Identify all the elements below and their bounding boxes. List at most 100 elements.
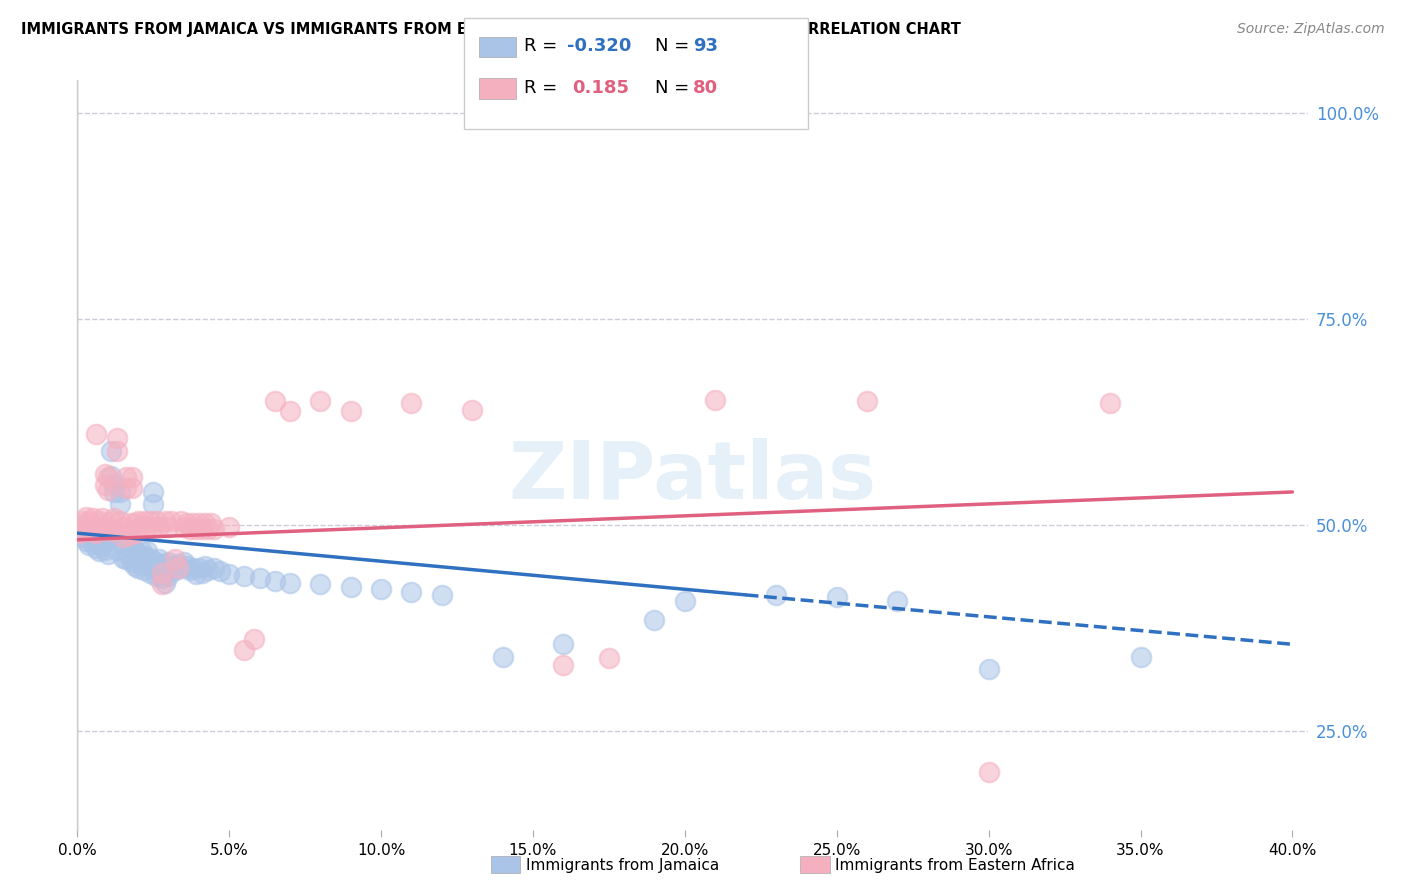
Point bbox=[105, 542, 128, 557]
Point bbox=[79, 524, 101, 539]
Point bbox=[79, 528, 101, 542]
Point bbox=[765, 588, 787, 602]
Point bbox=[209, 564, 232, 578]
Point bbox=[84, 427, 107, 442]
Point bbox=[129, 558, 152, 572]
Point bbox=[87, 524, 110, 539]
Text: R =: R = bbox=[524, 79, 569, 97]
Point bbox=[598, 651, 620, 665]
Point bbox=[136, 519, 159, 533]
Point bbox=[127, 547, 149, 561]
Point bbox=[169, 514, 191, 528]
Point bbox=[97, 483, 120, 498]
Point bbox=[124, 544, 146, 558]
Point bbox=[103, 522, 125, 536]
Point bbox=[233, 569, 256, 583]
Point bbox=[82, 524, 104, 539]
Point bbox=[134, 514, 156, 528]
Text: N =: N = bbox=[655, 79, 695, 97]
Point bbox=[176, 516, 198, 531]
Point bbox=[100, 524, 122, 539]
Point bbox=[90, 511, 112, 525]
Point bbox=[163, 552, 186, 566]
Point bbox=[856, 394, 879, 409]
Point bbox=[142, 519, 165, 533]
Point bbox=[103, 511, 125, 525]
Point bbox=[339, 580, 361, 594]
Point bbox=[160, 514, 183, 528]
Point bbox=[108, 497, 131, 511]
Point bbox=[87, 531, 110, 545]
Point bbox=[136, 544, 159, 558]
Point bbox=[90, 522, 112, 536]
Point bbox=[886, 593, 908, 607]
Point bbox=[111, 519, 134, 533]
Point bbox=[139, 550, 162, 565]
Point bbox=[84, 519, 107, 533]
Point bbox=[202, 560, 225, 574]
Point bbox=[187, 516, 209, 531]
Text: R =: R = bbox=[524, 37, 564, 55]
Point bbox=[218, 519, 240, 533]
Point bbox=[115, 470, 138, 484]
Point bbox=[97, 470, 120, 484]
Point bbox=[278, 404, 301, 418]
Text: 80: 80 bbox=[693, 79, 718, 97]
Point bbox=[197, 563, 219, 577]
Point bbox=[1129, 649, 1152, 664]
Point bbox=[105, 528, 128, 542]
Point bbox=[105, 432, 128, 446]
Point bbox=[200, 516, 222, 531]
Point bbox=[249, 571, 271, 585]
Text: Source: ZipAtlas.com: Source: ZipAtlas.com bbox=[1237, 22, 1385, 37]
Point bbox=[72, 530, 94, 544]
Point bbox=[84, 526, 107, 541]
Point bbox=[401, 396, 423, 410]
Point bbox=[157, 519, 180, 533]
Text: 93: 93 bbox=[693, 37, 718, 55]
Point bbox=[278, 575, 301, 590]
Point bbox=[977, 662, 1000, 676]
Point bbox=[155, 560, 177, 574]
Point bbox=[118, 528, 141, 542]
Point bbox=[72, 524, 94, 539]
Point bbox=[430, 588, 453, 602]
Point bbox=[84, 529, 107, 543]
Point bbox=[115, 539, 138, 553]
Point bbox=[309, 394, 332, 409]
Point bbox=[150, 558, 173, 572]
Text: Immigrants from Jamaica: Immigrants from Jamaica bbox=[526, 858, 718, 872]
Point bbox=[263, 394, 285, 409]
Point bbox=[191, 566, 214, 580]
Point bbox=[553, 637, 575, 651]
Point bbox=[704, 392, 727, 407]
Point bbox=[121, 481, 143, 495]
Point bbox=[136, 559, 159, 574]
Point bbox=[181, 560, 204, 574]
Point bbox=[82, 522, 104, 536]
Point bbox=[145, 569, 167, 583]
Text: 0.185: 0.185 bbox=[572, 79, 630, 97]
Point bbox=[148, 519, 170, 533]
Point bbox=[111, 550, 134, 565]
Point bbox=[187, 560, 209, 574]
Point bbox=[145, 514, 167, 528]
Point bbox=[173, 555, 195, 569]
Point bbox=[150, 571, 173, 585]
Point bbox=[142, 485, 165, 500]
Point bbox=[148, 552, 170, 566]
Point bbox=[75, 522, 97, 536]
Point bbox=[643, 613, 665, 627]
Point bbox=[97, 530, 120, 544]
Point bbox=[242, 632, 264, 646]
Point bbox=[553, 657, 575, 672]
Text: ZIPatlas: ZIPatlas bbox=[509, 438, 876, 516]
Point bbox=[118, 534, 141, 549]
Point bbox=[309, 577, 332, 591]
Point bbox=[69, 526, 91, 541]
Point bbox=[155, 514, 177, 528]
Point bbox=[82, 511, 104, 525]
Point bbox=[150, 577, 173, 591]
Point bbox=[103, 476, 125, 491]
Point bbox=[93, 467, 115, 481]
